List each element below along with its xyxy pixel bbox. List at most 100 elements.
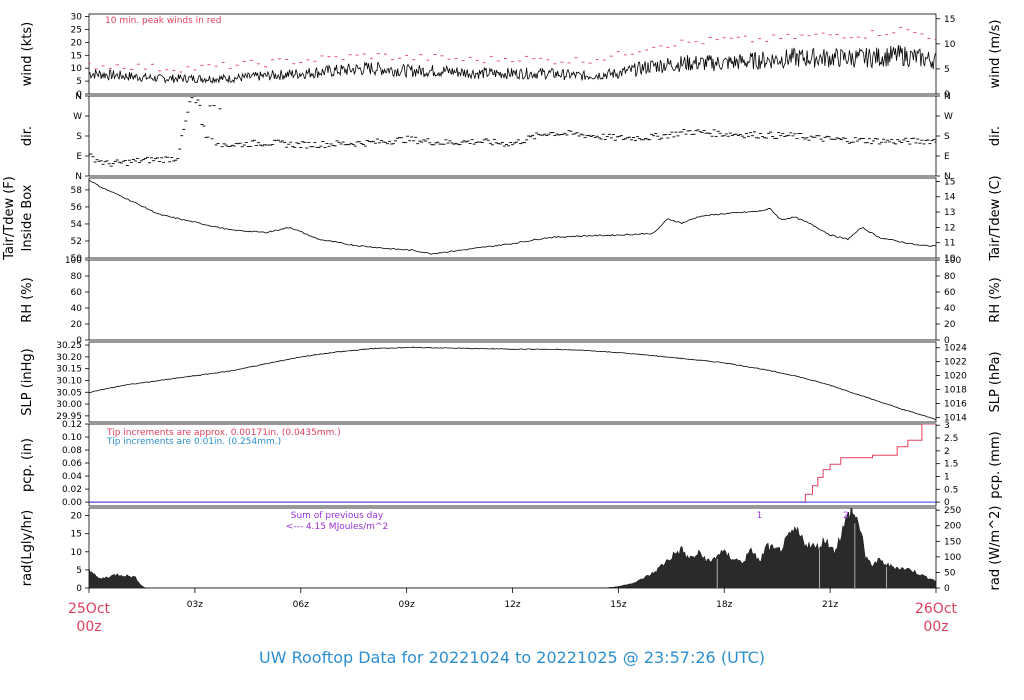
ylabel-left-outer-temp: Tair/Tdew (F) bbox=[2, 176, 17, 261]
right-tick-label: 40 bbox=[944, 304, 956, 314]
right-tick-label: 0 bbox=[944, 584, 950, 594]
right-tick-label: N bbox=[944, 92, 951, 102]
right-tick-label: 3 bbox=[944, 421, 950, 431]
panel-frame-temp bbox=[88, 177, 937, 259]
left-tick-label: 5 bbox=[76, 566, 82, 576]
ylabel-right-rh: RH (%) bbox=[988, 277, 1003, 322]
right-tick-label: 80 bbox=[944, 272, 956, 282]
series-pcp-0 bbox=[89, 424, 936, 503]
left-tick-label: 15 bbox=[71, 530, 82, 540]
radiation-marker-2: 2 bbox=[843, 511, 849, 521]
panel-frame-pcp bbox=[88, 423, 937, 507]
radiation-marker-1: 1 bbox=[757, 511, 763, 521]
left-tick-label: 30.20 bbox=[56, 353, 82, 363]
x-tick-label: 12z bbox=[504, 600, 520, 610]
left-tick-label: 0.00 bbox=[62, 498, 82, 508]
right-tick-label: 15 bbox=[944, 15, 955, 25]
right-tick-label: 13 bbox=[944, 208, 955, 218]
right-tick-label: W bbox=[944, 112, 953, 122]
panel-frame-wind bbox=[88, 13, 937, 95]
x-end-time-label: 00z bbox=[923, 619, 948, 635]
tip-increment-annotation-blue: Tip increments are 0.01in. (0.254mm.) bbox=[106, 437, 281, 447]
panel-frame-rh bbox=[88, 259, 937, 341]
wind-speed-line bbox=[89, 44, 936, 85]
left-tick-label: 50 bbox=[71, 254, 83, 264]
left-tick-label: 54 bbox=[71, 220, 83, 230]
right-tick-label: 0.5 bbox=[944, 485, 958, 495]
right-tick-label: 10 bbox=[944, 40, 956, 50]
left-tick-label: 10 bbox=[71, 64, 83, 74]
right-tick-label: 12 bbox=[944, 223, 955, 233]
ylabel-left-wind: wind (kts) bbox=[20, 22, 35, 86]
left-tick-label: 10 bbox=[71, 548, 83, 558]
right-tick-label: 1024 bbox=[944, 344, 967, 354]
right-tick-label: 50 bbox=[944, 568, 956, 578]
x-tick-label: 09z bbox=[399, 600, 415, 610]
left-tick-label: 40 bbox=[71, 304, 83, 314]
right-tick-label: 200 bbox=[944, 522, 961, 532]
right-tick-label: 1018 bbox=[944, 386, 967, 396]
right-tick-label: 60 bbox=[944, 288, 956, 298]
ylabel-right-rad: rad (W/m^2) bbox=[988, 506, 1003, 591]
left-tick-label: 30.10 bbox=[56, 376, 82, 386]
right-tick-label: 1016 bbox=[944, 399, 967, 409]
left-tick-label: 30.05 bbox=[56, 388, 82, 398]
left-tick-label: 56 bbox=[71, 203, 83, 213]
left-tick-label: 0.04 bbox=[62, 472, 82, 482]
right-tick-label: 14 bbox=[944, 193, 956, 203]
ylabel-left-temp: Inside Box bbox=[20, 184, 35, 251]
series-slp-0 bbox=[89, 346, 936, 421]
temperature-line bbox=[89, 179, 936, 255]
x-tick-label: 15z bbox=[610, 600, 626, 610]
ylabel-left-rh: RH (%) bbox=[20, 277, 35, 322]
right-tick-label: 1.5 bbox=[944, 460, 958, 470]
right-tick-label: S bbox=[944, 132, 950, 142]
right-tick-label: 1 bbox=[944, 472, 950, 482]
series-wind-1 bbox=[89, 26, 936, 73]
left-tick-label: 30 bbox=[71, 13, 83, 23]
left-tick-label: S bbox=[76, 132, 82, 142]
right-tick-label: 11 bbox=[944, 239, 955, 249]
x-start-time-label: 00z bbox=[76, 619, 101, 635]
left-tick-label: 0 bbox=[76, 90, 82, 100]
ylabel-right-wind: wind (m/s) bbox=[988, 20, 1003, 89]
left-tick-label: 60 bbox=[71, 288, 83, 298]
left-tick-label: 5 bbox=[76, 77, 82, 87]
right-tick-label: 2.5 bbox=[944, 434, 958, 444]
x-tick-label: 03z bbox=[187, 600, 203, 610]
right-tick-label: 5 bbox=[944, 65, 950, 75]
precip-step-line bbox=[89, 424, 936, 503]
left-tick-label: 20 bbox=[71, 320, 83, 330]
left-tick-label: 80 bbox=[71, 272, 83, 282]
right-tick-label: 0 bbox=[944, 498, 950, 508]
ylabel-left-pcp: pcp. (in) bbox=[20, 438, 35, 492]
left-tick-label: E bbox=[76, 152, 82, 162]
ylabel-left-dir: dir. bbox=[20, 126, 35, 146]
x-end-date-label: 26Oct bbox=[915, 601, 958, 617]
left-tick-label: 29.95 bbox=[56, 412, 82, 422]
series-dir-0 bbox=[89, 96, 936, 167]
tip-increment-annotation-red: Tip increments are approx. 0.00171in. (0… bbox=[106, 428, 341, 438]
ylabel-right-dir: dir. bbox=[988, 126, 1003, 146]
left-tick-label: N bbox=[75, 172, 82, 182]
left-tick-label: 20 bbox=[71, 38, 83, 48]
pressure-line bbox=[89, 346, 936, 421]
right-tick-label: 150 bbox=[944, 537, 961, 547]
right-tick-label: 0 bbox=[944, 336, 950, 346]
right-tick-label: 250 bbox=[944, 506, 961, 516]
peak-wind-annotation: 10 min. peak winds in red bbox=[105, 16, 222, 26]
ylabel-left-slp: SLP (inHg) bbox=[20, 348, 35, 416]
right-tick-label: 10 bbox=[944, 254, 956, 264]
series-rad-0 bbox=[89, 508, 936, 588]
left-tick-label: N bbox=[75, 92, 82, 102]
right-tick-label: 0 bbox=[944, 90, 950, 100]
left-tick-label: 0.06 bbox=[62, 459, 82, 469]
x-tick-label: 21z bbox=[822, 600, 838, 610]
left-tick-label: 30.15 bbox=[56, 365, 82, 375]
ylabel-right-temp: Tair/Tdew (C) bbox=[988, 175, 1003, 261]
left-tick-label: 0.02 bbox=[62, 485, 82, 495]
left-tick-label: 25 bbox=[71, 25, 82, 35]
panel-frame-dir bbox=[88, 95, 937, 177]
left-tick-label: 0 bbox=[76, 336, 82, 346]
